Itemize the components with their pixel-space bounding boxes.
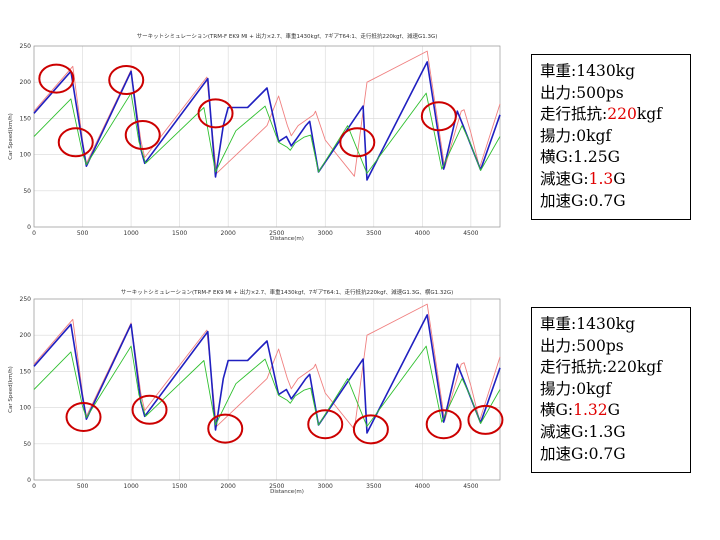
highlight-circle xyxy=(425,409,462,440)
x-tick-label: 0 xyxy=(32,483,36,490)
spec-line: 車重:1430kg xyxy=(540,62,635,80)
spec-line: 横G:1.25G xyxy=(540,148,621,167)
x-tick-label: 3500 xyxy=(366,230,381,237)
x-tick-label: 1000 xyxy=(123,483,138,490)
highlight-value: 1.3 xyxy=(588,169,614,188)
highlight-circle xyxy=(57,127,94,158)
highlight-circle xyxy=(207,413,244,444)
spec-line: 揚力:0kgf xyxy=(540,126,612,145)
x-axis-label: Distance(m) xyxy=(270,236,304,242)
spec-box-top: 車重:1430kg 出力:500ps 走行抵抗:220kgf 揚力:0kgf 横… xyxy=(531,54,691,220)
y-axis-label: Car Speed(km/h) xyxy=(8,113,14,160)
x-tick-label: 3000 xyxy=(318,230,333,237)
x-tick-label: 3500 xyxy=(366,483,381,490)
spec-line: 出力:500ps xyxy=(540,83,624,102)
x-tick-label: 500 xyxy=(77,483,89,490)
spec-line: 加速G:0.7G xyxy=(540,191,626,210)
x-tick-label: 2000 xyxy=(221,483,236,490)
y-tick-label: 100 xyxy=(20,152,32,159)
x-tick-label: 4000 xyxy=(415,230,430,237)
highlight-circle xyxy=(339,127,376,158)
y-tick-label: 150 xyxy=(20,115,32,122)
speed-chart-top: サーキットシミュレーション(TRM-F EK9 MI + 出力×2.7、車重14… xyxy=(8,32,501,242)
y-tick-label: 0 xyxy=(27,477,31,484)
x-tick-label: 3000 xyxy=(318,483,333,490)
spec-line: 車重:1430kg xyxy=(540,315,635,333)
x-tick-label: 2000 xyxy=(221,230,236,237)
x-tick-label: 4000 xyxy=(415,483,430,490)
x-axis-label: Distance(m) xyxy=(270,489,304,495)
series-line xyxy=(33,314,501,434)
spec-line: 揚力:0kgf xyxy=(540,379,612,398)
x-tick-label: 500 xyxy=(77,230,89,237)
series-line xyxy=(33,345,501,427)
y-tick-label: 0 xyxy=(27,224,31,231)
spec-line: 横G:1.32G xyxy=(540,401,621,420)
spec-line: 走行抵抗:220kgf xyxy=(540,358,662,377)
x-tick-label: 4500 xyxy=(463,230,478,237)
x-tick-label: 2500 xyxy=(269,230,284,237)
highlight-circle xyxy=(352,414,389,445)
y-tick-label: 250 xyxy=(20,296,32,303)
spec-line: 走行抵抗:220kgf xyxy=(540,105,662,124)
y-tick-label: 50 xyxy=(23,441,31,448)
y-axis-label: Car Speed(km/h) xyxy=(8,366,14,413)
spec-line: 減速G:1.3G xyxy=(540,422,626,441)
highlight-circle xyxy=(108,65,145,96)
y-tick-label: 250 xyxy=(20,43,32,50)
y-tick-label: 50 xyxy=(23,188,31,195)
x-tick-label: 1500 xyxy=(172,483,187,490)
series-line xyxy=(33,61,501,181)
highlight-circle xyxy=(197,98,234,129)
x-tick-label: 2500 xyxy=(269,483,284,490)
x-tick-label: 0 xyxy=(32,230,36,237)
speed-chart-bottom: サーキットシミュレーション(TRM-F EK9 MI + 出力×2.7、車重14… xyxy=(8,288,504,495)
y-tick-label: 200 xyxy=(20,79,32,86)
x-tick-label: 4500 xyxy=(463,483,478,490)
highlight-circle xyxy=(124,120,161,151)
highlight-value: 1.32 xyxy=(573,401,608,420)
highlight-value: 220 xyxy=(607,105,637,124)
highlight-circle xyxy=(307,409,344,440)
chart-title: サーキットシミュレーション(TRM-F EK9 MI + 出力×2.7、車重14… xyxy=(121,288,454,296)
highlight-circle xyxy=(131,394,168,425)
spec-line: 減速G:1.3G xyxy=(540,169,626,188)
highlight-circle xyxy=(467,404,504,435)
x-tick-label: 1500 xyxy=(172,230,187,237)
x-tick-label: 1000 xyxy=(123,230,138,237)
highlight-circle xyxy=(38,63,75,94)
highlight-circle xyxy=(420,101,457,132)
spec-line: 加速G:0.7G xyxy=(540,444,626,463)
spec-line: 出力:500ps xyxy=(540,336,624,355)
y-tick-label: 150 xyxy=(20,368,32,375)
spec-box-bottom: 車重:1430kg 出力:500ps 走行抵抗:220kgf 揚力:0kgf 横… xyxy=(531,307,691,473)
series-line xyxy=(33,92,501,174)
y-tick-label: 200 xyxy=(20,332,32,339)
y-tick-label: 100 xyxy=(20,405,32,412)
chart-title: サーキットシミュレーション(TRM-F EK9 MI + 出力×2.7、車重14… xyxy=(137,32,438,40)
highlight-circle xyxy=(65,402,102,433)
